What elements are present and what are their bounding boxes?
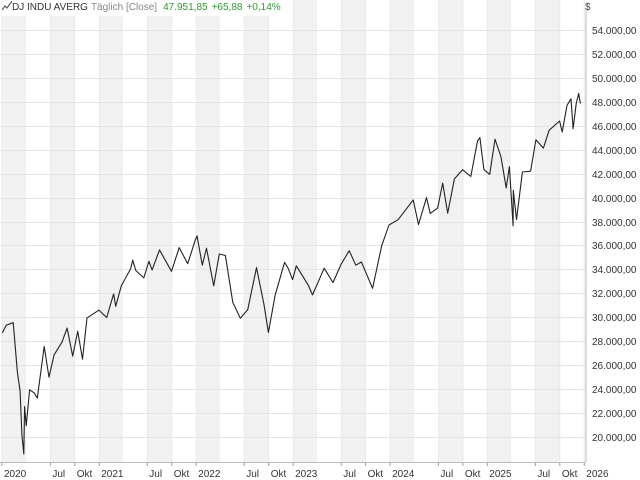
y-tick-label: 46.000,00 xyxy=(592,122,637,133)
y-axis-ticks: 20.000,00 22.000,00 24.000,00 26.000,00 28.0… xyxy=(592,26,637,444)
y-tick-label: 38.000,00 xyxy=(592,218,637,229)
x-tick-label: 2026 xyxy=(586,469,609,480)
chart-mode: Täglich [Close] xyxy=(90,2,158,13)
quarter-band xyxy=(244,0,269,462)
grid-lines xyxy=(0,0,586,462)
y-tick-label: 22.000,00 xyxy=(592,409,637,420)
x-tick-label: Okt xyxy=(562,469,578,480)
x-tick-label: 2020 xyxy=(4,469,27,480)
x-tick-label: Jul xyxy=(537,469,550,480)
chart-header: DJ INDU AVERG Täglich [Close] 47.951,85 +65… xyxy=(1,0,285,16)
quarter-band xyxy=(390,0,415,462)
y-tick-label: 52.000,00 xyxy=(592,50,637,61)
x-tick-label: Jul xyxy=(440,469,453,480)
y-tick-label: 20.000,00 xyxy=(592,433,637,444)
y-tick-label: 40.000,00 xyxy=(592,194,637,205)
quarter-bands xyxy=(2,0,560,462)
x-axis-ticks: 2020 Jul Okt 2021 Jul Okt 2022 Jul Okt 2023 Jul Okt… xyxy=(1,462,609,480)
x-tick-label: 2025 xyxy=(489,469,512,480)
y-tick-label: 50.000,00 xyxy=(592,74,637,85)
y-tick-label: 42.000,00 xyxy=(592,170,637,181)
instrument-name: DJ INDU AVERG xyxy=(12,2,88,13)
line-chart-icon xyxy=(1,0,13,11)
y-tick-label: 44.000,00 xyxy=(592,146,637,157)
currency-symbol: $ xyxy=(585,2,591,13)
price-change: +65,88 xyxy=(211,2,243,13)
quarter-band xyxy=(535,0,560,462)
quarter-band xyxy=(487,0,512,462)
last-price: 47.951,85 xyxy=(163,2,208,13)
x-tick-label: Okt xyxy=(77,469,93,480)
y-tick-label: 28.000,00 xyxy=(592,337,637,348)
x-tick-label: Okt xyxy=(368,469,384,480)
x-tick-label: 2024 xyxy=(392,469,415,480)
quarter-band xyxy=(196,0,221,462)
quarter-band xyxy=(99,0,124,462)
x-tick-label: Jul xyxy=(246,469,259,480)
y-tick-label: 24.000,00 xyxy=(592,385,637,396)
x-tick-label: Okt xyxy=(465,469,481,480)
quarter-band xyxy=(147,0,172,462)
price-series-line xyxy=(1,92,582,455)
quarter-band xyxy=(50,0,75,462)
x-tick-label: Jul xyxy=(149,469,162,480)
x-tick-label: 2022 xyxy=(198,469,221,480)
quarter-band xyxy=(293,0,318,462)
quarter-band xyxy=(2,0,27,462)
y-tick-label: 48.000,00 xyxy=(592,98,637,109)
y-tick-label: 36.000,00 xyxy=(592,241,637,252)
price-change-percent: +0,14% xyxy=(246,2,281,13)
x-tick-label: 2023 xyxy=(295,469,318,480)
y-tick-label: 54.000,00 xyxy=(592,26,637,37)
x-tick-label: 2021 xyxy=(101,469,124,480)
x-tick-label: Jul xyxy=(52,469,65,480)
quarter-band xyxy=(341,0,366,462)
y-tick-label: 34.000,00 xyxy=(592,265,637,276)
x-tick-label: Jul xyxy=(343,469,356,480)
y-tick-label: 26.000,00 xyxy=(592,361,637,372)
y-tick-label: 32.000,00 xyxy=(592,289,637,300)
x-tick-label: Okt xyxy=(174,469,190,480)
y-tick-label: 30.000,00 xyxy=(592,313,637,324)
x-tick-label: Okt xyxy=(271,469,287,480)
quarter-band xyxy=(438,0,463,462)
